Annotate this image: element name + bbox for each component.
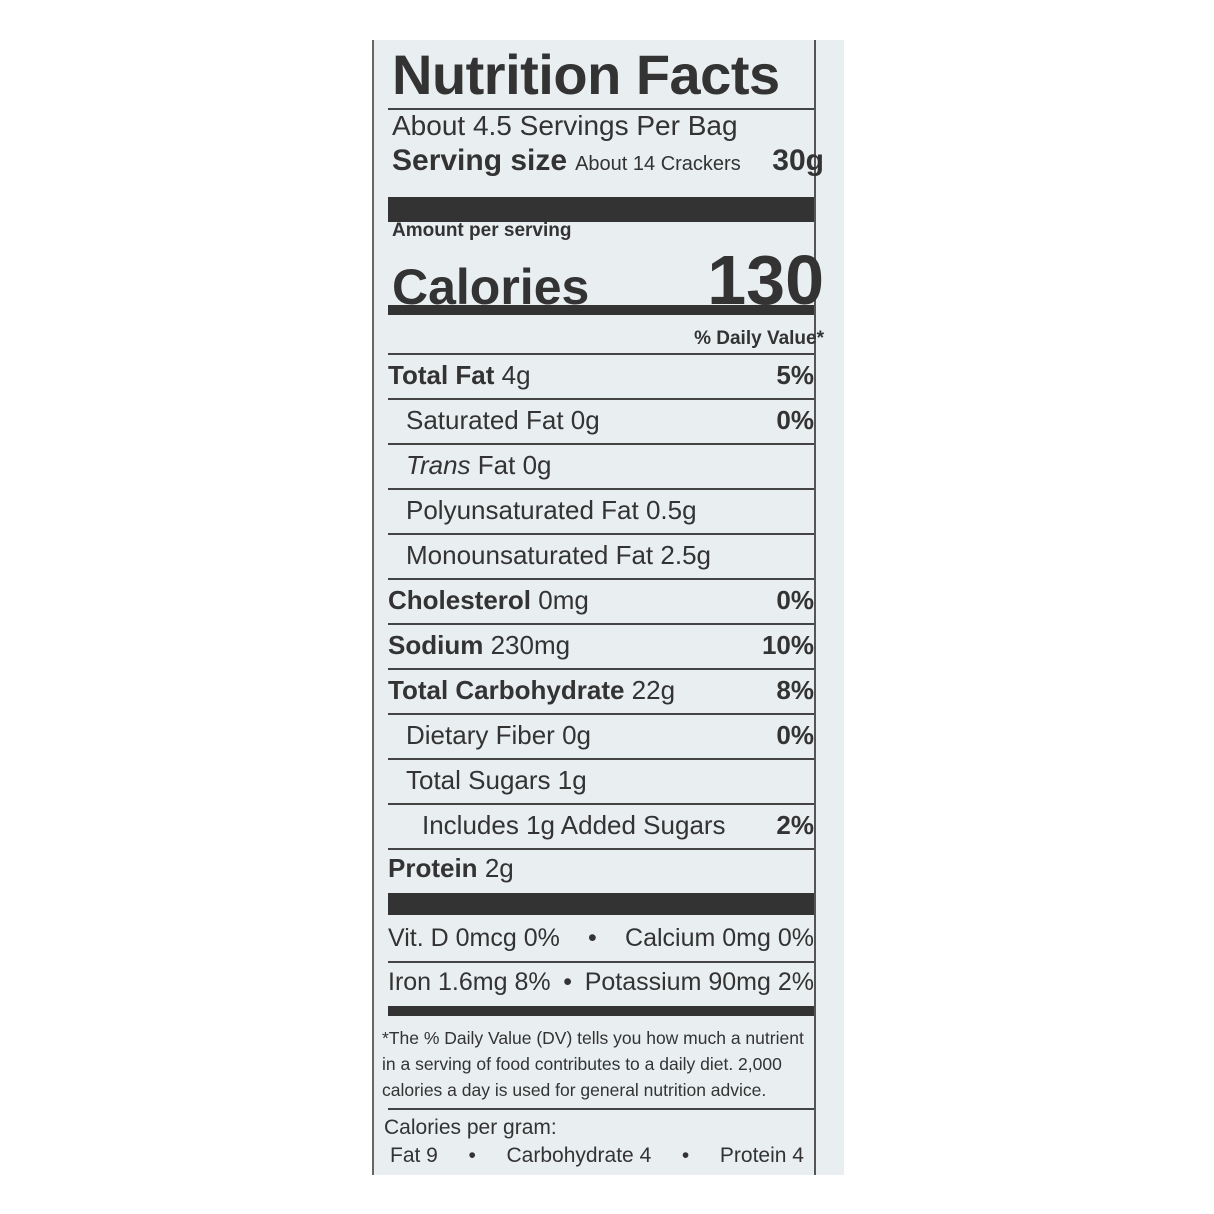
nutrient-row-total-fat: Total Fat 4g 5% [388,353,814,400]
servings-per-container: About 4.5 Servings Per Bag [392,110,738,141]
serving-size-desc: About 14 Crackers [575,153,741,175]
nutrient-row-saturated-fat: Saturated Fat 0g 0% [388,398,814,445]
calories-per-gram-label: Calories per gram: [384,1116,557,1139]
vitamin-row: Iron 1.6mg 8% • Potassium 90mg 2% [388,968,814,996]
serving-size-label: Serving size [392,144,568,177]
medium-divider [388,305,814,315]
divider [388,108,814,110]
panel-border [814,40,816,1175]
nutrient-row-trans-fat: Trans Fat 0g [388,443,814,490]
divider [388,1108,814,1110]
nutrient-row-sodium: Sodium 230mg 10% [388,623,814,670]
nutrient-row-protein: Protein 2g [388,853,514,883]
nutrient-row-cholesterol: Cholesterol 0mg 0% [388,578,814,625]
nutrient-row-total-sugars: Total Sugars 1g [388,758,814,805]
divider [388,353,814,355]
serving-size-amount: 30g [772,144,824,177]
thick-divider [388,893,814,915]
daily-value-footnote: *The % Daily Value (DV) tells you how mu… [382,1028,804,1100]
nutrient-row-polyunsaturated-fat: Polyunsaturated Fat 0.5g [388,488,814,535]
nutrient-row-total-carbohydrate: Total Carbohydrate 22g 8% [388,668,814,715]
nutrient-row-monounsaturated-fat: Monounsaturated Fat 2.5g [388,533,814,580]
vitamin-row: Vit. D 0mcg 0% • Calcium 0mg 0% [388,916,814,963]
nutrient-row-dietary-fiber: Dietary Fiber 0g 0% [388,713,814,760]
thick-divider [388,197,814,222]
daily-value-header: % Daily Value* [694,328,824,349]
serving-size-row: Serving size About 14 Crackers 30g [392,144,824,178]
nutrition-facts-label: Nutrition Facts About 4.5 Servings Per B… [372,40,844,1175]
calories-per-gram-values: Fat 9 • Carbohydrate 4 • Protein 4 [390,1144,804,1167]
label-title: Nutrition Facts [392,43,780,106]
amount-per-serving: Amount per serving [392,220,572,241]
medium-divider [388,1006,814,1016]
nutrient-row-added-sugars: Includes 1g Added Sugars 2% [388,803,814,850]
